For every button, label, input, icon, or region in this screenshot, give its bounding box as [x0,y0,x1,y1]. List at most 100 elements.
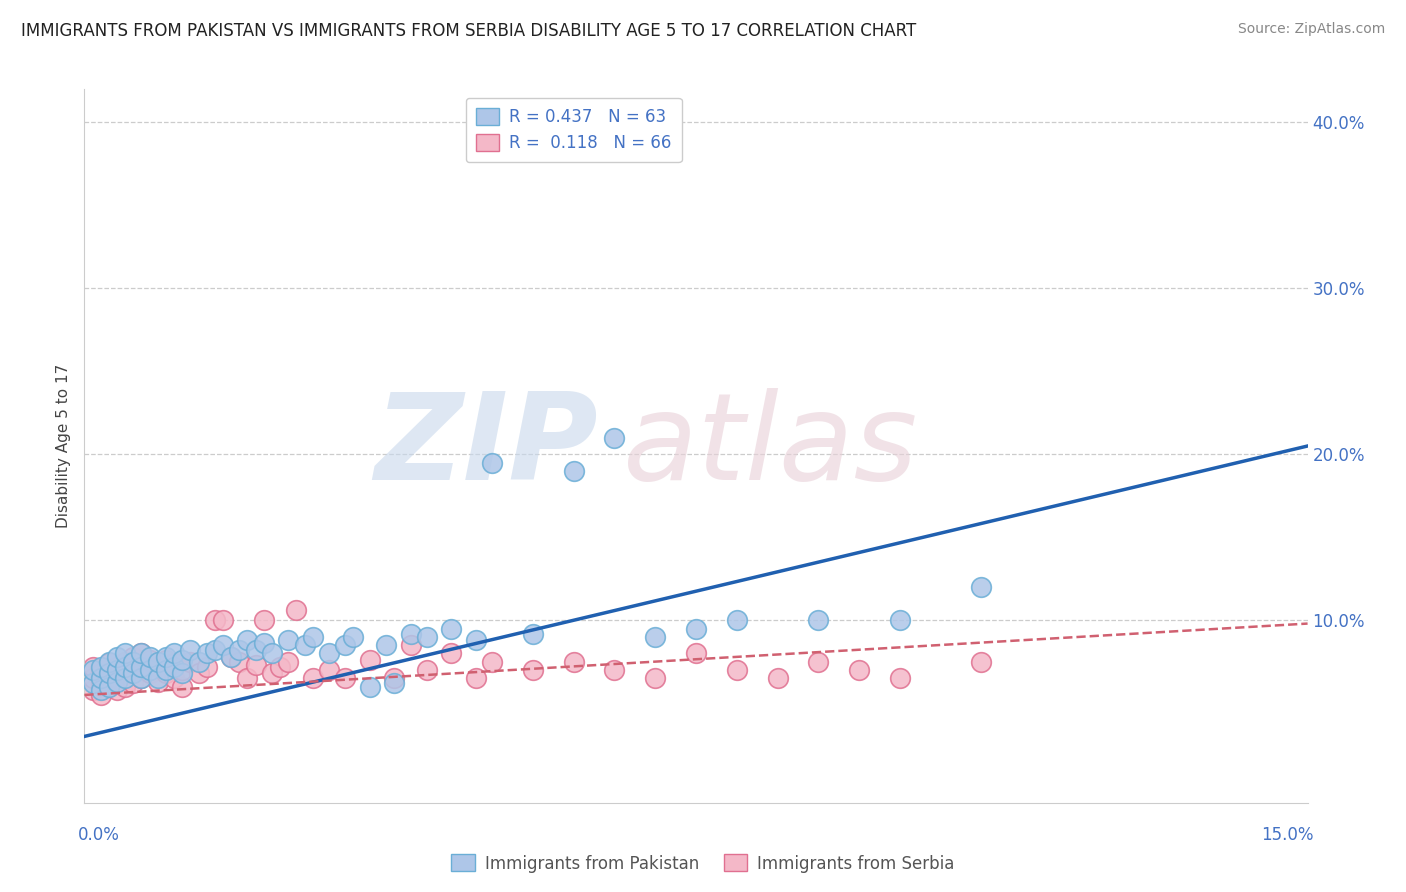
Point [440,647,463,661]
Point [416,663,439,677]
Point [848,663,870,677]
Point [219,649,242,664]
Point [253,613,276,627]
Text: IMMIGRANTS FROM PAKISTAN VS IMMIGRANTS FROM SERBIA DISABILITY AGE 5 TO 17 CORREL: IMMIGRANTS FROM PAKISTAN VS IMMIGRANTS F… [21,22,917,40]
Text: atlas: atlas [623,387,918,505]
Point [187,666,209,681]
Point [260,647,283,661]
Legend: R = 0.437   N = 63, R =  0.118   N = 66: R = 0.437 N = 63, R = 0.118 N = 66 [465,97,682,162]
Point [138,663,160,677]
Point [155,663,177,677]
Point [138,653,160,667]
Point [301,671,323,685]
Point [97,655,120,669]
Point [195,659,218,673]
Point [114,655,136,669]
Point [163,647,186,661]
Point [285,603,308,617]
Point [122,676,145,690]
Y-axis label: Disability Age 5 to 17: Disability Age 5 to 17 [56,364,72,528]
Point [204,613,226,627]
Point [82,671,104,685]
Point [97,680,120,694]
Point [131,659,153,673]
Legend: Immigrants from Pakistan, Immigrants from Serbia: Immigrants from Pakistan, Immigrants fro… [444,847,962,880]
Point [562,464,585,478]
Point [114,680,136,694]
Point [179,655,201,669]
Point [172,663,194,677]
Point [269,659,291,673]
Point [685,647,707,661]
Point [481,655,503,669]
Point [212,638,235,652]
Point [114,659,136,673]
Point [204,643,226,657]
Point [90,671,112,685]
Point [375,638,398,652]
Point [382,671,405,685]
Point [335,671,357,685]
Text: 0.0%: 0.0% [79,826,120,845]
Point [131,671,153,685]
Point [97,668,120,682]
Point [481,456,503,470]
Point [359,653,381,667]
Point [603,431,626,445]
Point [399,638,422,652]
Point [464,633,486,648]
Point [146,671,169,685]
Point [97,680,120,694]
Point [105,671,128,685]
Point [342,630,364,644]
Point [766,671,789,685]
Point [644,671,666,685]
Point [155,666,177,681]
Point [179,643,201,657]
Point [163,671,186,685]
Point [172,666,194,681]
Point [335,638,357,652]
Point [725,613,748,627]
Point [146,655,169,669]
Point [464,671,486,685]
Point [219,649,242,664]
Point [195,647,218,661]
Point [97,657,120,671]
Text: 15.0%: 15.0% [1261,826,1313,845]
Point [260,666,283,681]
Point [603,663,626,677]
Text: ZIP: ZIP [374,387,598,505]
Point [212,613,235,627]
Point [90,682,112,697]
Point [253,636,276,650]
Point [131,659,153,673]
Point [889,613,911,627]
Point [187,655,209,669]
Point [122,649,145,664]
Point [236,633,259,648]
Point [416,630,439,644]
Point [131,647,153,661]
Point [318,663,340,677]
Point [807,655,830,669]
Point [114,671,136,685]
Point [122,655,145,669]
Point [105,649,128,664]
Point [105,682,128,697]
Point [90,676,112,690]
Point [970,655,993,669]
Point [146,674,169,689]
Point [90,688,112,702]
Point [105,663,128,677]
Point [399,626,422,640]
Point [277,633,299,648]
Point [90,666,112,681]
Point [114,666,136,681]
Point [245,643,267,657]
Point [155,649,177,664]
Point [807,613,830,627]
Point [228,655,250,669]
Point [131,671,153,685]
Text: Source: ZipAtlas.com: Source: ZipAtlas.com [1237,22,1385,37]
